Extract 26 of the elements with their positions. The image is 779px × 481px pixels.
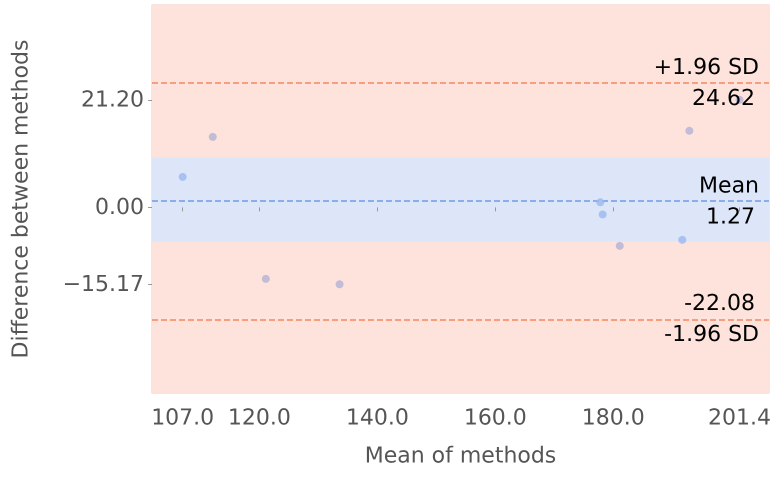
x-tick-label: 120.0	[228, 406, 291, 430]
x-tick-label: 201.4	[708, 406, 771, 430]
point	[685, 126, 694, 135]
ref-line-label: -1.96 SD	[664, 322, 759, 347]
y-tick-label: −15.17	[62, 272, 144, 297]
annotation: -22.08	[684, 290, 755, 316]
point	[598, 210, 607, 218]
point	[596, 198, 604, 206]
x-tick-label: 160.0	[464, 406, 527, 430]
point	[178, 172, 187, 181]
y-tick-label: 0.00	[95, 194, 144, 220]
x-tick-label: 180.0	[582, 406, 645, 430]
x-tick-label: 140.0	[346, 406, 409, 430]
point	[336, 280, 344, 288]
y-axis-title: Difference between methods	[8, 40, 34, 358]
x-axis-title: Mean of methods	[364, 444, 556, 468]
point	[208, 132, 217, 141]
point	[678, 236, 686, 244]
ref-line-label: Mean	[699, 173, 759, 198]
point	[616, 242, 624, 250]
point	[262, 274, 270, 283]
ref-line-label: +1.96 SD	[654, 55, 759, 80]
y-tick-label: 21.20	[81, 87, 144, 112]
annotation: 1.27	[706, 204, 755, 230]
x-tick-label: 107.0	[151, 406, 214, 430]
annotation: 24.62	[692, 86, 755, 111]
